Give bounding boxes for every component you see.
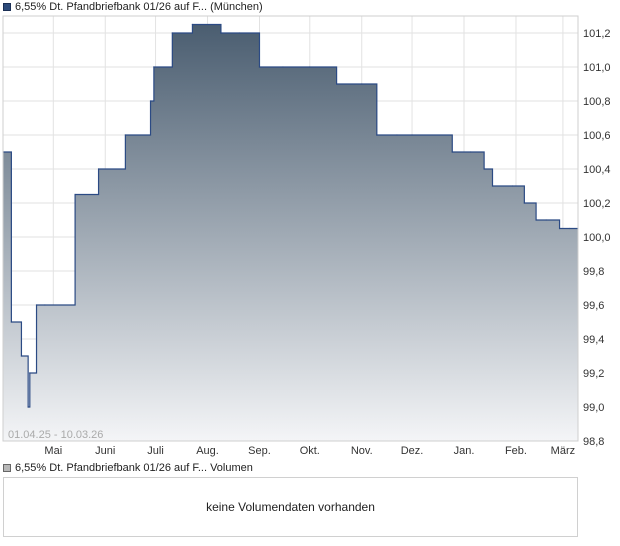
price-point [74,193,76,196]
price-point [523,202,525,204]
x-tick-label: Juni [95,445,115,457]
price-point [171,32,173,34]
price-point [361,83,363,85]
price-point [20,355,23,357]
price-point [153,66,155,68]
price-point [451,151,453,153]
price-point [97,168,100,170]
volume-empty-message: keine Volumendaten vorhanden [206,500,375,514]
volume-legend-label: 6,55% Dt. Pfandbriefbank 01/26 auf F... … [15,462,253,474]
price-point [558,227,561,230]
price-point [238,32,240,34]
price-point [470,151,472,153]
y-tick-label: 101,2 [583,28,611,40]
price-point [149,100,152,102]
price-legend-label: 6,55% Dt. Pfandbriefbank 01/26 auf F... … [15,1,263,13]
price-point [483,168,485,170]
x-tick-label: März [551,445,575,457]
price-point [220,32,222,34]
x-tick-label: Jan. [454,445,475,457]
price-point [44,304,46,306]
x-tick-label: Nov. [351,445,373,457]
price-point [29,372,31,374]
price-point [376,134,378,136]
y-tick-label: 99,6 [583,300,604,312]
price-point [396,134,398,136]
price-point [282,66,284,68]
plot-border [2,15,579,442]
y-tick-label: 100,0 [583,232,611,244]
price-point [35,304,38,306]
price-point [309,66,311,68]
volume-legend-swatch [3,464,11,472]
x-tick-label: Okt. [300,445,320,457]
y-tick-label: 98,8 [583,436,604,448]
y-axis: 101,2 101,0 100,8 100,6 100,4 100,2 100,0 99,8 9… [583,28,611,448]
x-tick-label: Mai [44,445,62,457]
price-point [545,219,547,221]
price-point [258,66,261,68]
price-point [491,185,494,187]
price-point [411,134,413,136]
price-legend-swatch [3,3,11,11]
y-tick-label: 100,8 [583,96,611,108]
price-chart: 101,2 101,0 100,8 100,6 100,4 100,2 100,0 99,8 9… [2,15,611,457]
x-axis: Mai Juni Juli Aug. Sep. Okt. Nov. Dez. Jan. Feb. M… [44,445,575,457]
date-range-label: 01.04.25 - 10.03.26 [8,429,103,441]
y-tick-label: 99,2 [583,368,604,380]
x-tick-label: Sep. [248,445,271,457]
price-point [336,83,338,85]
price-points [2,23,579,408]
x-tick-label: Aug. [196,445,219,457]
price-point [124,134,126,136]
y-tick-label: 100,6 [583,130,611,142]
price-legend: 6,55% Dt. Pfandbriefbank 01/26 auf F... … [3,0,263,14]
price-point [27,406,29,408]
price-point [10,321,12,323]
y-tick-label: 99,8 [583,266,604,278]
volume-panel: keine Volumendaten vorhanden [3,477,578,537]
y-tick-label: 101,0 [583,62,611,74]
price-point [535,219,537,221]
x-tick-label: Juli [147,445,164,457]
price-point [191,23,194,26]
y-tick-label: 99,0 [583,402,604,414]
x-tick-label: Feb. [505,445,527,457]
price-point [569,227,571,230]
x-tick-label: Dez. [401,445,424,457]
y-tick-label: 100,4 [583,164,611,176]
price-area [3,24,578,441]
volume-legend: 6,55% Dt. Pfandbriefbank 01/26 auf F... … [3,461,253,475]
y-tick-label: 100,2 [583,198,611,210]
y-tick-label: 99,4 [583,334,604,346]
price-point [512,185,514,187]
